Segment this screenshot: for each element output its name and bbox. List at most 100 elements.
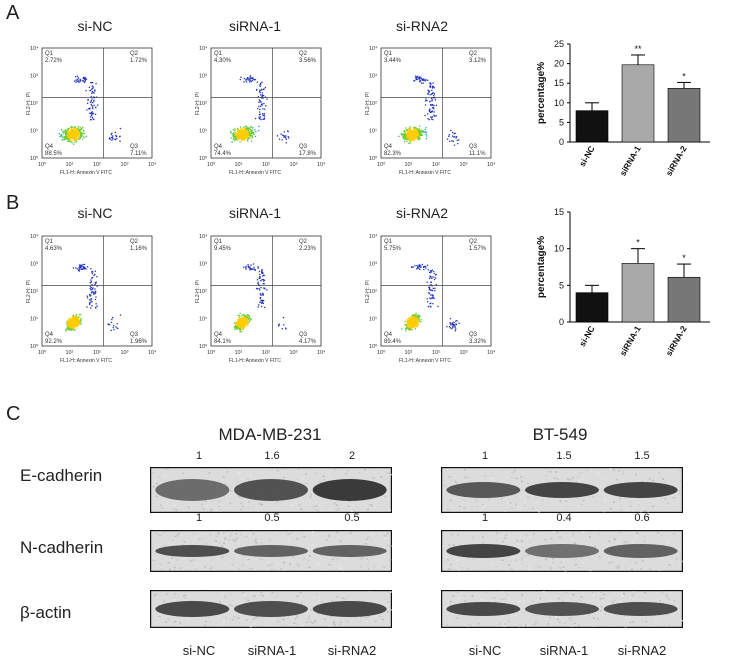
wb-value: 1 — [481, 450, 489, 462]
quadrant-label: Q2 — [130, 239, 139, 245]
blot-n-cadherin-left — [150, 530, 392, 572]
y-tick-label: 10² — [369, 289, 377, 295]
band — [234, 601, 308, 617]
x-tick-label: 10² — [93, 162, 101, 168]
x-tick-label: 10³ — [460, 162, 468, 168]
event-cloud — [233, 263, 287, 333]
x-tick-label: 10⁴ — [148, 349, 157, 356]
x-tick-label: 10¹ — [405, 350, 413, 356]
y-tick-label: 10² — [199, 289, 207, 295]
y-tick-label: 0 — [559, 317, 564, 327]
wb-value: 2 — [348, 450, 356, 462]
x-tick-label: 10³ — [290, 162, 298, 168]
bar — [621, 64, 655, 143]
blot-n-cadherin-right — [441, 530, 683, 572]
blot-e-cadherin-left — [150, 467, 392, 513]
y-tick-label: 10¹ — [199, 317, 207, 323]
bar-chart-a: 0 5 10 15 20 25 percentage% si-NC ** siRNA-1 * siRN… — [536, 39, 710, 178]
blot-beta-actin-right — [441, 590, 683, 628]
flow-title-b-2: siRNA-1 — [228, 205, 282, 221]
y-tick-label: 10¹ — [30, 317, 38, 323]
quadrant-value: 1.16% — [130, 246, 148, 252]
band — [234, 479, 308, 501]
y-tick-label: 5 — [559, 117, 564, 127]
y-tick-label: 10² — [369, 101, 377, 107]
x-tick-label: si-NC — [577, 324, 597, 348]
quadrant-label: Q3 — [299, 332, 308, 338]
band — [525, 602, 599, 616]
y-tick-label: 10¹ — [369, 129, 377, 135]
wb-title-left: MDA-MB-231 — [218, 425, 322, 444]
quadrant-value: 84.1% — [214, 339, 232, 345]
y-tick-label: 10⁰ — [199, 155, 208, 162]
y-tick-label: 10² — [30, 101, 38, 107]
y-tick-label: 10⁴ — [199, 45, 208, 52]
wb-value: 0.5 — [344, 512, 360, 524]
plot-frame — [380, 235, 492, 347]
y-axis-label: FL2-H:: PI — [195, 92, 201, 115]
panel-label-c: C — [6, 403, 21, 425]
bar-chart-b: 0 5 10 15 percentage% si-NC * siRNA-1 * siRNA-2 — [536, 207, 710, 358]
wb-value: 1.5 — [634, 450, 650, 462]
band — [155, 545, 230, 557]
quadrant-label: Q2 — [130, 51, 139, 57]
flow-title-a-3: si-RNA2 — [395, 18, 449, 34]
x-tick-label: siRNA-1 — [618, 324, 643, 358]
x-axis-label: FL1-H::Annexin V FITC — [60, 358, 112, 364]
y-tick-label: 10⁴ — [30, 45, 39, 52]
wb-label-n-cadherin: N-cadherin — [20, 538, 104, 557]
band — [525, 544, 599, 558]
x-tick-label: 10⁴ — [487, 349, 496, 356]
x-tick-label: 10¹ — [235, 162, 243, 168]
significance-marker: ** — [634, 44, 642, 54]
y-tick-label: 10³ — [30, 262, 38, 268]
quadrant-value: 3.32% — [469, 339, 487, 345]
quadrant-label: Q4 — [384, 332, 393, 338]
lane-label: siRNA-1 — [247, 643, 297, 658]
significance-marker: * — [636, 238, 640, 248]
quadrant-label: Q1 — [45, 51, 54, 57]
panel-label-a: A — [6, 2, 20, 24]
quadrant-value: 1.72% — [130, 58, 148, 64]
x-tick-label: 10³ — [121, 162, 129, 168]
x-axis-label: FL1-H::Annexin V FITC — [60, 170, 112, 176]
quadrant-value: 4.17% — [299, 339, 317, 345]
quadrant-label: Q3 — [469, 144, 478, 150]
x-tick-label: 10⁰ — [38, 161, 47, 168]
significance-marker: * — [682, 253, 686, 263]
y-tick-label: 5 — [559, 280, 564, 290]
band — [446, 602, 521, 616]
y-tick-label: 0 — [559, 137, 564, 147]
plot-frame — [41, 47, 153, 159]
quadrant-value: 3.12% — [469, 58, 487, 64]
quadrant-value: 3.56% — [299, 58, 317, 64]
x-tick-label: siRNA-2 — [664, 144, 689, 178]
x-tick-label: 10² — [93, 350, 101, 356]
wb-label-beta-actin: β-actin — [20, 603, 72, 622]
x-tick-label: 10⁴ — [317, 349, 326, 356]
x-tick-label: 10⁰ — [207, 161, 216, 168]
bar — [621, 263, 655, 323]
x-tick-label: si-NC — [577, 144, 597, 168]
band — [525, 482, 599, 498]
y-tick-label: 15 — [554, 207, 564, 217]
x-tick-label: 10⁰ — [207, 349, 216, 356]
event-cloud — [401, 263, 460, 332]
x-tick-label: 10² — [262, 162, 270, 168]
quadrant-label: Q1 — [384, 51, 393, 57]
x-tick-label: 10⁰ — [377, 161, 386, 168]
lane-label: siRNA-1 — [539, 643, 589, 658]
x-axis-label: FL1-H::Annexin V FITC — [229, 170, 281, 176]
y-tick-label: 10¹ — [369, 317, 377, 323]
y-tick-label: 10⁴ — [30, 233, 39, 240]
x-tick-label: 10⁰ — [377, 349, 386, 356]
band — [603, 544, 678, 558]
y-tick-label: 10³ — [30, 74, 38, 80]
y-tick-label: 10⁴ — [369, 45, 378, 52]
event-cloud — [58, 75, 122, 145]
quadrant-label: Q3 — [469, 332, 478, 338]
wb-value: 0.6 — [634, 512, 650, 524]
